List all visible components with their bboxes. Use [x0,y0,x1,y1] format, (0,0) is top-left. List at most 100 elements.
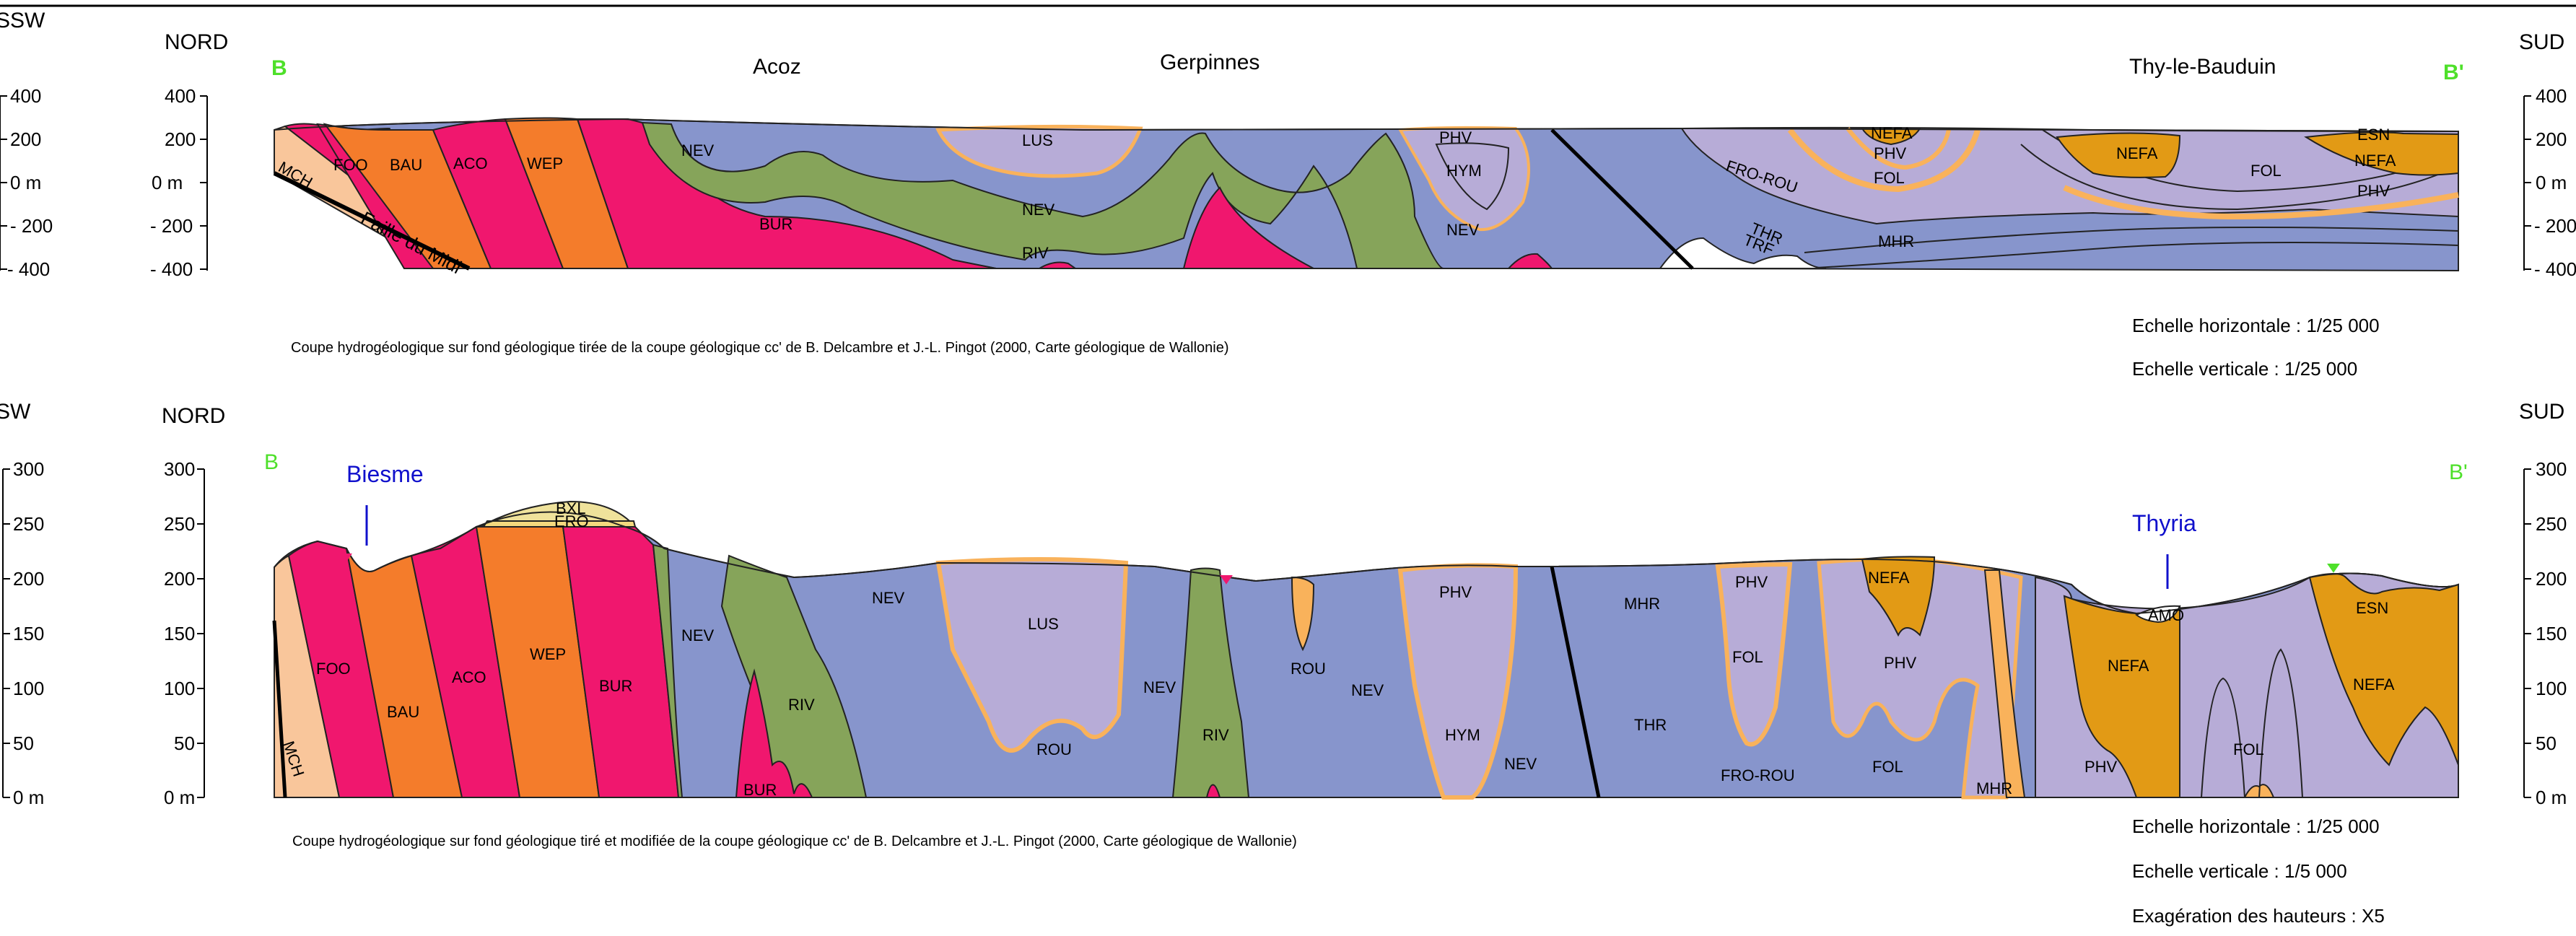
top-lus [935,124,1143,178]
bottom-label-nev-5: NEV [1504,755,1537,773]
bottom-label-phv-3: PHV [1884,654,1917,672]
bottom-label-wep: WEP [530,645,566,663]
top-left-tick-400: 400 [10,85,41,107]
bottom-right-tick-250: 250 [2536,513,2567,535]
bottom-label-amo: AMO [2148,606,2184,624]
top-inner-tick-200: 200 [165,128,196,150]
top-section: SSW NORD SUD B B' Acoz Gerpinnes Thy-le-… [0,9,2576,380]
top-label-fol-1: FOL [1874,169,1905,187]
bottom-label-nefa-2: NEFA [2108,657,2149,675]
bottom-label-mhr-2: MHR [1976,779,2012,797]
bottom-right-tick-300: 300 [2536,458,2567,480]
bottom-label-fol-2: FOL [1872,758,1903,776]
top-riv [641,121,1444,269]
top-label-bau: BAU [390,156,422,174]
top-unit-labels: MCH FOO BAU ACO WEP NEV BUR LUS NEV RIV … [276,124,2396,262]
bottom-direction-right: SUD [2519,400,2564,424]
bottom-river-thyria: Thyria [2132,510,2196,536]
top-label-aco: ACO [453,154,488,172]
bottom-label-thr: THR [1634,716,1667,734]
bottom-phv-2 [1715,561,1793,747]
bottom-label-nev-4: NEV [1351,681,1384,699]
top-fault-east [1550,128,1694,270]
top-label-nefa-1: NEFA [1871,124,1913,142]
bottom-nefa-2 [2063,595,2180,798]
bottom-label-esn: ESN [2356,599,2388,617]
top-right-tick-m400: - 400 [2534,258,2576,280]
bottom-left-axis: 300 250 200 150 100 50 0 m 300 250 200 1… [2,458,205,808]
bottom-nefa-3 [2308,573,2459,766]
bottom-label-riv-2: RIV [1202,726,1229,744]
top-nefa-1 [1861,128,1921,146]
top-label-nev-3: NEV [1446,221,1480,239]
bottom-label-lus: LUS [1028,615,1059,633]
top-place-acoz: Acoz [753,55,801,79]
top-inner-tick-m400: - 400 [150,258,193,280]
bottom-label-rou-2: ROU [1291,660,1326,678]
bottom-left-tick-50: 50 [13,732,34,754]
bottom-geology [272,500,2459,800]
bottom-label-fol-1: FOL [1732,648,1763,666]
top-left-axis: 400 200 0 m - 200 - 400 400 200 0 m - 20… [0,85,208,280]
top-label-foo: FOO [333,156,368,174]
top-label-esn: ESN [2357,126,2390,144]
top-label-hym: HYM [1446,162,1482,180]
bottom-right-axis: 300 250 200 150 100 50 0 m [2523,458,2567,808]
top-label-phv-1: PHV [1439,128,1472,146]
bottom-riv-2 [1171,567,1250,798]
bottom-right-tick-100: 100 [2536,678,2567,699]
top-nefa-3 [2304,131,2459,176]
bottom-inner-tick-50: 50 [174,732,195,754]
top-inner-tick-400: 400 [165,85,196,107]
bottom-inner-tick-250: 250 [164,513,195,535]
bottom-unit-labels: MCH FOO BAU ACO WEP BUR BXL ERO NEV RIV … [279,499,2395,799]
top-label-mhr: MHR [1878,232,1914,250]
top-direction-right: SUD [2519,30,2564,54]
bottom-direction-left: NORD [162,404,225,428]
bottom-label-bur-1: BUR [599,677,632,695]
top-point-start: B [271,56,287,80]
top-label-phv-2: PHV [1874,144,1907,162]
top-place-thy: Thy-le-Bauduin [2129,55,2276,79]
bottom-left-tick-100: 100 [13,678,44,699]
bottom-label-nev-2: NEV [872,589,905,607]
top-label-fol-2: FOL [2250,162,2282,180]
top-label-riv: RIV [1022,244,1049,262]
bottom-bur-2 [735,668,813,798]
top-right-axis: 400 200 0 m - 200 - 400 [2523,85,2576,280]
top-label-nefa-3: NEFA [2354,152,2396,170]
bottom-scale-v: Echelle verticale : 1/5 000 [2132,860,2347,882]
bottom-label-fol-3: FOL [2233,740,2264,758]
top-label-nev-2: NEV [1022,201,1055,219]
bottom-label-bau: BAU [387,703,419,721]
bottom-label-phv-4: PHV [2084,758,2118,776]
bottom-label-mhr-1: MHR [1624,595,1660,613]
top-left-tick-m200: - 200 [10,215,53,237]
bottom-left-tick-0: 0 m [13,787,44,808]
bottom-lus [935,557,1129,753]
bottom-phv-3 [1817,557,2023,800]
bottom-river-biesme: Biesme [346,461,424,487]
bottom-right-tick-50: 50 [2536,732,2557,754]
bottom-right-tick-0: 0 m [2536,787,2567,808]
top-label-nev-1: NEV [681,141,715,159]
top-label-lus: LUS [1022,131,1053,149]
top-right-tick-400: 400 [2536,85,2567,107]
top-direction-left: NORD [165,30,228,54]
bottom-right-tick-150: 150 [2536,623,2567,644]
bottom-label-foo: FOO [316,660,351,678]
bottom-fault [1550,566,1601,798]
top-label-bur: BUR [759,215,793,233]
top-place-gerpinnes: Gerpinnes [1160,51,1259,74]
top-right-tick-0: 0 m [2536,172,2567,193]
bottom-label-nev-1: NEV [681,626,715,644]
top-left-tick-200: 200 [10,128,41,150]
bottom-inner-tick-200: 200 [164,568,195,590]
top-scale-v: Echelle verticale : 1/25 000 [2132,358,2357,380]
bottom-left-tick-300: 300 [13,458,44,480]
top-inner-tick-0: 0 m [152,172,183,193]
top-nefa-2 [2056,132,2181,178]
bottom-right-tick-200: 200 [2536,568,2567,590]
top-label-wep: WEP [527,154,563,172]
